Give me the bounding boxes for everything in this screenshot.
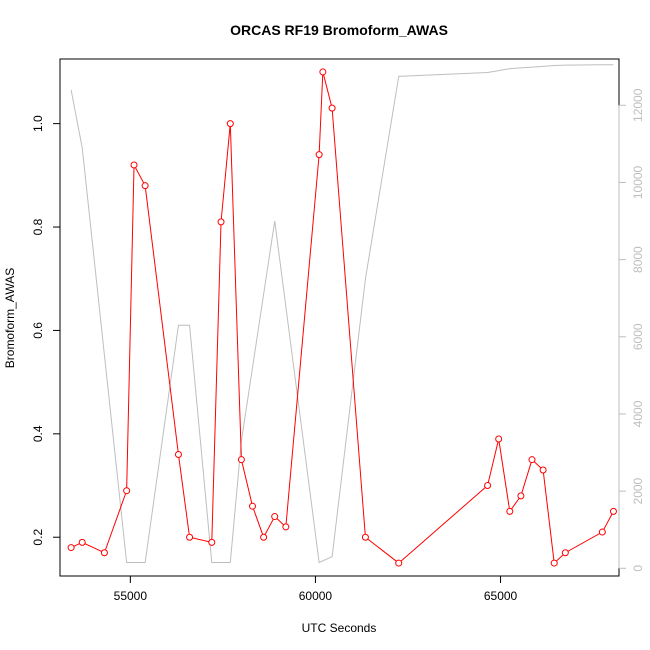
y-tick-label: 0.6	[31, 322, 45, 339]
x-tick-label: 60000	[299, 589, 333, 603]
primary-series-point	[78, 538, 86, 546]
primary-series-point	[495, 435, 503, 443]
primary-series-point	[141, 182, 149, 190]
primary-series-point	[100, 549, 108, 557]
primary-series-point	[282, 523, 290, 531]
y2-tick-label: 0	[631, 565, 645, 572]
y2-tick-label: 6000	[631, 323, 645, 350]
primary-series-point	[123, 487, 131, 495]
primary-series-point	[561, 549, 569, 557]
primary-series-point	[361, 533, 369, 541]
primary-series-point	[217, 218, 225, 226]
primary-series-point	[186, 533, 194, 541]
primary-series-point	[271, 513, 279, 521]
primary-series-point	[550, 559, 558, 567]
primary-series-point	[260, 533, 268, 541]
primary-series-point	[319, 68, 327, 76]
x-axis: 55000 60000 65000	[114, 575, 518, 603]
y-tick-label: 0.8	[31, 218, 45, 235]
primary-series-point	[484, 482, 492, 490]
x-tick-label: 55000	[114, 589, 148, 603]
y-tick-label: 0.4	[31, 425, 45, 442]
y2-tick-label: 10000	[631, 165, 645, 199]
chart-title: ORCAS RF19 Bromoform_AWAS	[230, 22, 448, 38]
primary-series-point	[506, 507, 514, 515]
primary-series-layer	[67, 68, 617, 567]
primary-series-point	[174, 451, 182, 459]
primary-series-point	[208, 538, 216, 546]
secondary-series-layer	[70, 64, 614, 564]
y-axis-left: 0.2 0.4 0.6 0.8 1.0	[31, 115, 61, 546]
primary-series-point	[517, 492, 525, 500]
y2-tick-label: 8000	[631, 246, 645, 273]
primary-series-point	[328, 104, 336, 112]
primary-series-point	[528, 456, 536, 464]
y-tick-label: 1.0	[31, 115, 45, 132]
y2-tick-label: 12000	[631, 88, 645, 122]
primary-series-point	[395, 559, 403, 567]
primary-series-point	[130, 161, 138, 169]
primary-series-point	[539, 466, 547, 474]
primary-series-point	[67, 544, 75, 552]
y-axis-label: Bromoform_AWAS	[3, 268, 17, 368]
x-axis-label: UTC Seconds	[302, 621, 377, 635]
primary-series-point	[598, 528, 606, 536]
primary-series-line	[70, 71, 614, 565]
primary-series-point	[226, 120, 234, 128]
primary-series-point	[315, 151, 323, 159]
secondary-series-line	[70, 64, 614, 564]
y2-tick-label: 4000	[631, 400, 645, 427]
primary-series-point	[237, 456, 245, 464]
x-tick-label: 65000	[484, 589, 518, 603]
y-tick-label: 0.2	[31, 529, 45, 546]
primary-series-point	[249, 502, 257, 510]
y-axis-right: 0 2000 4000 6000 8000 10000 12000	[618, 88, 645, 572]
primary-series-point	[609, 507, 617, 515]
y2-tick-label: 2000	[631, 477, 645, 504]
